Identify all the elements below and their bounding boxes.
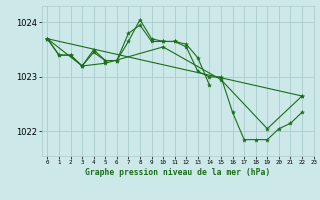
X-axis label: Graphe pression niveau de la mer (hPa): Graphe pression niveau de la mer (hPa) (85, 168, 270, 177)
